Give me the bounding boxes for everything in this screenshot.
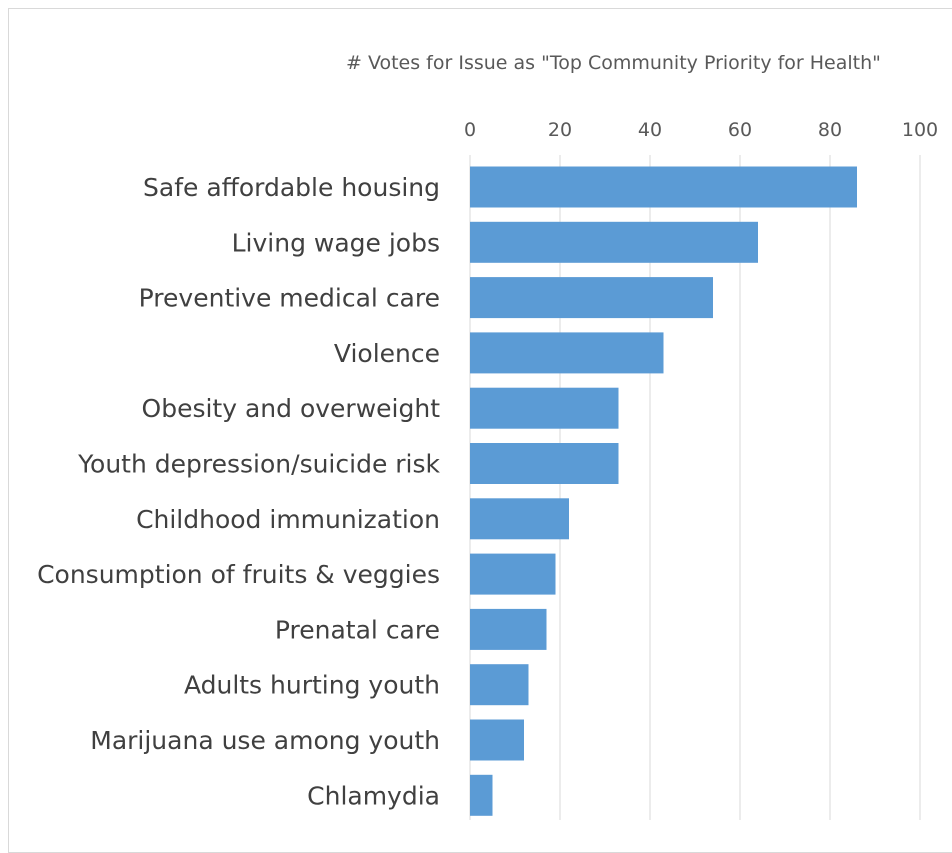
category-label: Marijuana use among youth: [90, 726, 440, 755]
bar: [470, 498, 569, 540]
category-label: Chlamydia: [307, 781, 440, 810]
chart-frame: [8, 8, 952, 853]
bar: [470, 221, 758, 263]
category-label: Childhood immunization: [136, 505, 440, 534]
bar: [470, 277, 713, 319]
gridlines: [469, 155, 921, 820]
x-tick-label: 60: [728, 119, 752, 141]
bar: [470, 166, 857, 208]
category-label: Consumption of fruits & veggies: [37, 560, 440, 589]
bar: [470, 387, 619, 429]
bar: [470, 664, 529, 706]
bars: [470, 166, 857, 816]
bar: [470, 774, 493, 816]
x-tick-label: 80: [818, 119, 842, 141]
category-label: Violence: [334, 339, 440, 368]
category-label: Safe affordable housing: [143, 173, 440, 202]
category-label: Obesity and overweight: [142, 394, 441, 423]
bar: [470, 443, 619, 484]
x-tick-label: 100: [902, 119, 938, 141]
x-axis-ticks: 0 20 40 60 80 100: [464, 119, 938, 141]
category-label: Adults hurting youth: [184, 671, 440, 700]
x-tick-label: 40: [638, 119, 662, 141]
bar: [470, 553, 556, 595]
bar: [470, 332, 664, 374]
x-tick-label: 0: [464, 119, 476, 141]
category-labels: Safe affordable housing Living wage jobs P…: [37, 173, 440, 810]
x-axis-title: # Votes for Issue as "Top Community Prio…: [346, 52, 881, 74]
category-label: Living wage jobs: [232, 228, 440, 257]
x-tick-label: 20: [548, 119, 572, 141]
bar: [470, 719, 524, 761]
bar: [470, 608, 547, 650]
category-label: Preventive medical care: [139, 284, 440, 313]
category-label: Youth depression/suicide risk: [77, 450, 440, 479]
category-label: Prenatal care: [275, 615, 440, 644]
